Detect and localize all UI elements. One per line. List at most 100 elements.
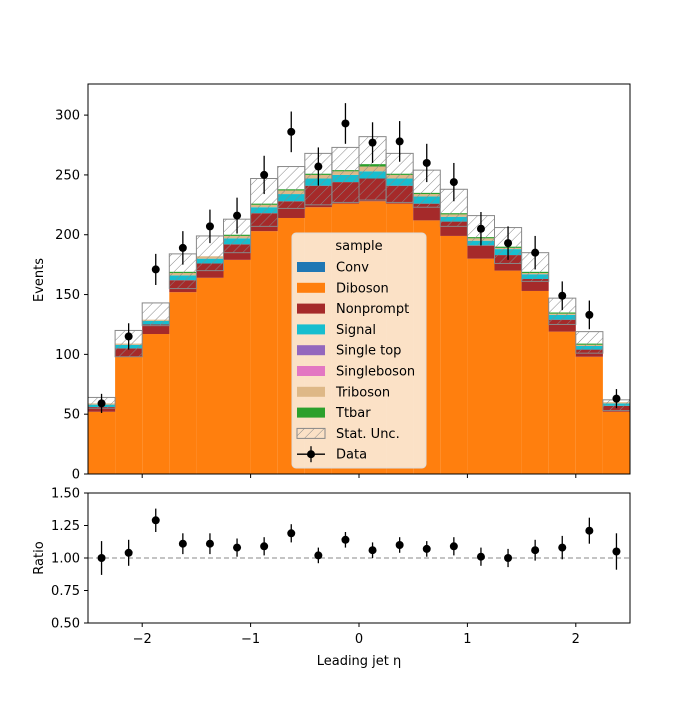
data-point [476,224,485,233]
ratio-y-tick-label: 0.50 [51,617,80,632]
bar-diboson [467,258,495,474]
ratio-point [612,547,621,556]
ratio-point [151,516,160,525]
data-point [178,243,187,252]
y-axis-label: Events [32,258,47,302]
bar-diboson [521,290,549,474]
bar-diboson [494,270,522,474]
data-point [422,158,431,167]
bar-diboson [548,331,576,474]
legend-box [291,232,427,469]
legend-label-diboson: Diboson [336,281,389,296]
bar-diboson [196,277,224,474]
data-point [612,394,621,403]
y-tick-label: 0 [72,468,80,483]
legend-swatch-signal [297,324,325,335]
ratio-point [422,544,431,553]
bar-nonprompt [467,245,495,259]
y-tick-label: 300 [55,109,80,124]
legend-label-nonprompt: Nonprompt [336,302,409,317]
bar-diboson [440,235,468,474]
data-point [368,138,377,147]
x-tick-label: 0 [355,632,363,647]
legend-swatch-single-top [297,345,325,356]
ratio-point [531,546,540,555]
legend-swatch-conv [297,262,325,272]
stat-unc-band [168,253,197,290]
legend-swatch-diboson [297,282,325,293]
legend-swatch-ttbar [297,407,325,418]
data-point [341,119,350,128]
ratio-point [341,535,350,544]
data-point [151,265,160,274]
legend-data-marker [307,450,315,459]
legend-label-signal: Signal [336,323,376,338]
ratio-y-tick-label: 1.00 [51,552,80,567]
y-tick-label: 50 [63,408,80,423]
bar-nonprompt [548,319,576,332]
stat-unc-band [412,169,441,208]
data-point [205,222,214,231]
ratio-point [558,543,567,552]
ratio-y-axis-label: Ratio [32,541,47,574]
x-axis-label: Leading jet η [317,654,402,669]
data-point [260,170,269,179]
data-point [504,239,513,248]
stat-unc-band [141,302,170,327]
bar-diboson [250,231,278,474]
ratio-point [368,546,377,555]
stat-unc-band [575,331,604,354]
data-point [124,332,133,341]
ratio-point [476,552,485,561]
y-tick-label: 150 [55,288,80,303]
ratio-y-tick-label: 0.75 [51,584,80,599]
legend-label-ttbar: Ttbar [335,406,371,421]
stat-unc-band [548,297,577,325]
bar-nonprompt [413,203,441,221]
bar-diboson [115,356,143,474]
legend-label-triboson: Triboson [335,385,390,400]
ratio-point [205,539,214,548]
x-tick-label: 2 [572,632,580,647]
data-point [233,211,242,220]
ratio-point [233,543,242,552]
data-point [97,399,106,408]
legend-label-singleboson: Singleboson [336,365,415,380]
legend-swatch-nonprompt [297,303,325,314]
bar-nonprompt [521,279,549,291]
bar-diboson [169,292,197,474]
data-point [449,178,458,187]
ratio-point [504,554,513,562]
bar-diboson [602,411,630,474]
ratio-point [395,541,404,549]
x-tick-label: 1 [463,632,471,647]
ratio-point [97,554,106,562]
ratio-point [314,551,323,560]
ratio-point [260,542,269,551]
ratio-point [124,548,133,557]
legend-swatch-singleboson [297,366,325,376]
ratio-point [287,529,296,538]
legend-label-data: Data [336,448,367,463]
bar-nonprompt [142,324,170,335]
legend-label-stat-unc: Stat. Unc. [336,427,400,442]
legend: sample Conv Diboson Nonprompt Signal Single t… [291,232,427,469]
ratio-y-tick-label: 1.25 [51,519,80,534]
legend-title: sample [335,239,382,254]
stat-unc-band [277,166,306,209]
y-tick-label: 250 [55,168,80,183]
x-tick-label: −1 [241,632,260,647]
bar-diboson [223,259,251,474]
stat-unc-band [331,146,360,203]
data-point [287,127,296,136]
bar-diboson [575,356,603,474]
legend-swatch-triboson [297,386,325,397]
data-point [395,137,404,146]
data-point [558,291,567,300]
bar-diboson [88,411,116,474]
legend-label-conv: Conv [336,261,369,276]
bar-diboson [142,334,170,474]
ratio-y-tick-label: 1.50 [51,487,80,502]
